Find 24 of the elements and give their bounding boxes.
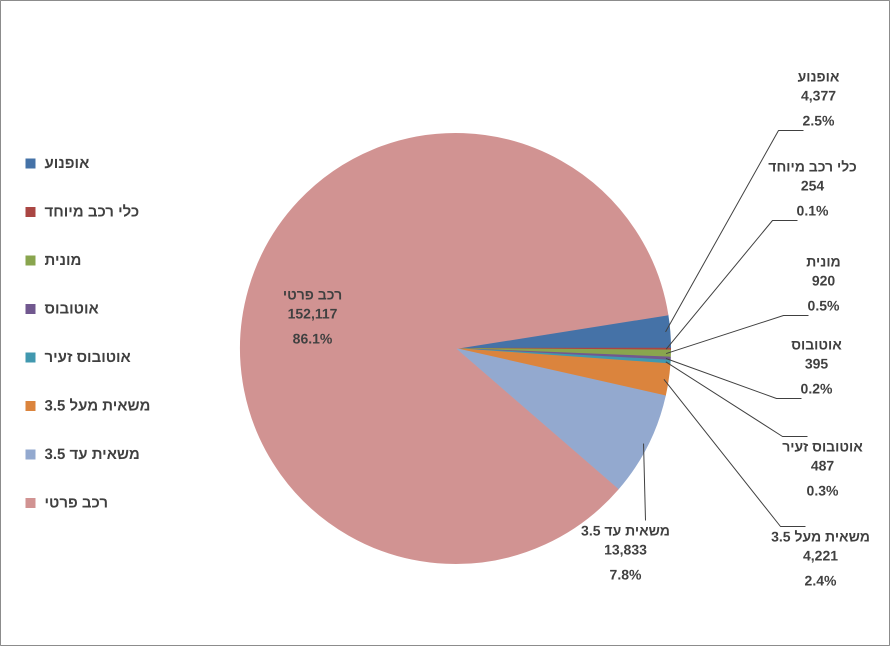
data-label: 395 0.2% — [800, 356, 834, 396]
slice-label: אוטובוס זעיר — [782, 438, 864, 454]
legend-label: מונית — [44, 252, 82, 269]
legend-label: משאית עד 3.5 — [44, 446, 140, 463]
legend-label: משאית מעל 3.5 — [44, 398, 150, 414]
slice-label: אופנוע — [798, 68, 840, 84]
legend-label: רכב פרטי — [44, 494, 108, 512]
slice-label: מונית — [806, 254, 841, 270]
data-label: 254 0.1% — [796, 178, 830, 218]
data-label: 4,221 2.4% — [802, 548, 838, 588]
slice-label: אוטובוס — [791, 336, 842, 352]
slice-label: כלי רכב מיוחד — [768, 158, 857, 174]
slice-label: משאית עד 3.5 — [581, 522, 670, 538]
data-label: 152,117 86.1% — [288, 306, 338, 346]
data-label: 4,377 2.5% — [800, 88, 836, 128]
data-label: 920 0.5% — [808, 272, 840, 314]
legend-label: כלי רכב מיוחד — [44, 204, 140, 220]
legend-label: אוטובוס — [44, 300, 99, 318]
legend-label: אופנוע — [44, 155, 90, 172]
slice-label: משאית מעל 3.5 — [771, 528, 870, 544]
legend-label: אוטובוס זעיר — [44, 349, 131, 366]
data-label: 487 0.3% — [806, 458, 840, 498]
data-label: 13,833 7.8% — [604, 542, 648, 582]
slice-label: רכב פרטי — [282, 286, 342, 302]
